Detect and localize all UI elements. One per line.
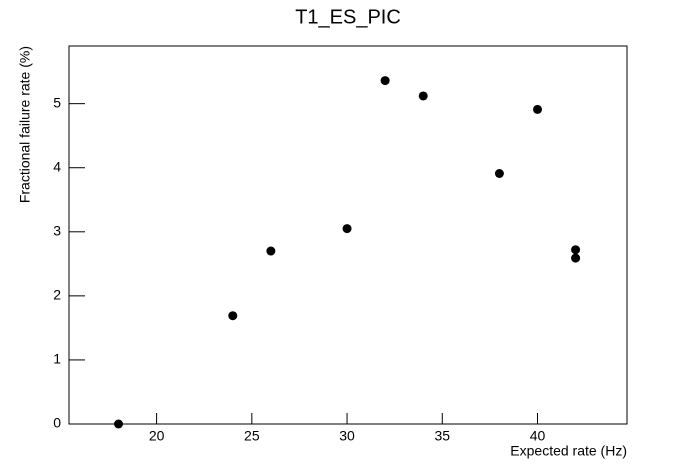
x-tick-label: 35 [434,428,450,444]
y-tick-label: 3 [53,222,61,238]
x-tick-label: 25 [244,428,260,444]
x-axis-label: Expected rate (Hz) [510,443,627,459]
point [532,104,542,114]
point [571,245,581,255]
point [114,419,124,429]
point [494,168,504,178]
y-tick-label: 4 [53,158,61,174]
point [342,224,352,234]
plot-frame [68,45,628,425]
x-tick-label: 20 [149,428,165,444]
y-tick-label: 1 [53,351,61,367]
chart-title: T1_ES_PIC [295,6,401,28]
point [266,246,276,256]
y-axis-label: Fractional failure rate (%) [17,46,33,203]
x-tick-label: 30 [339,428,355,444]
x-tick-label: 40 [530,428,546,444]
y-tick-label: 0 [53,415,61,431]
point [228,311,238,321]
point [380,76,390,86]
point [418,91,428,101]
y-tick-label: 5 [53,94,61,110]
point [571,253,581,263]
y-tick-label: 2 [53,287,61,303]
